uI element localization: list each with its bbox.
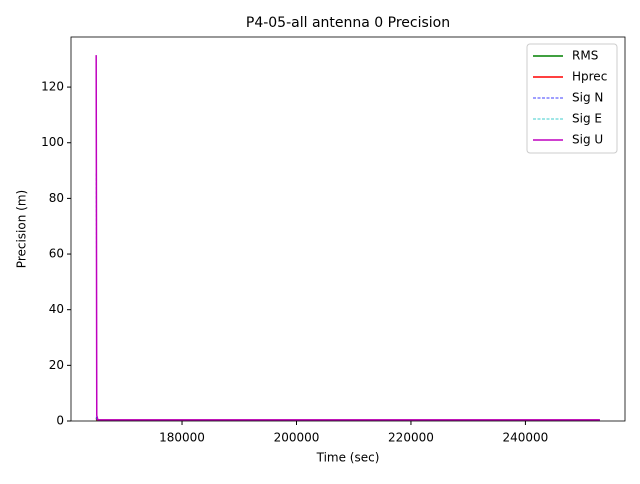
legend-label: Hprec [572, 70, 607, 84]
y-tick-label: 80 [49, 191, 64, 205]
y-tick-label: 40 [49, 302, 64, 316]
y-tick-label: 0 [56, 414, 64, 428]
legend-label: Sig E [572, 112, 602, 126]
y-tick-label: 120 [41, 80, 64, 94]
x-tick-label: 240000 [503, 431, 549, 445]
legend-box [526, 43, 618, 154]
legend-label: RMS [572, 49, 598, 63]
series-line [95, 173, 600, 421]
y-tick-label: 60 [49, 247, 64, 261]
legend-label: Sig U [572, 133, 603, 147]
x-tick-label: 200000 [274, 431, 320, 445]
y-axis-label: Precision (m) [15, 190, 29, 268]
x-tick-label: 180000 [159, 431, 205, 445]
y-tick-label: 100 [41, 135, 64, 149]
y-tick-label: 20 [49, 358, 64, 372]
plot-lines [95, 55, 600, 421]
legend-label: Sig N [572, 91, 603, 105]
x-axis-label: Time (sec) [316, 451, 380, 465]
axes-frame [70, 36, 626, 422]
chart-title: P4-05-all antenna 0 Precision [246, 15, 450, 31]
x-tick-label: 220000 [388, 431, 434, 445]
series-line [95, 55, 600, 421]
